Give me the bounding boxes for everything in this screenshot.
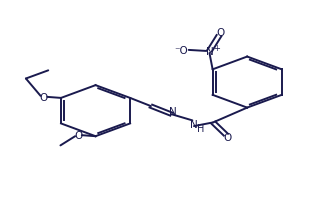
Text: N: N <box>190 120 198 130</box>
Text: O: O <box>39 92 48 102</box>
Text: N: N <box>169 106 177 116</box>
Text: N: N <box>205 47 213 57</box>
Text: +: + <box>213 43 220 53</box>
Text: O: O <box>74 131 82 140</box>
Text: H: H <box>197 124 204 133</box>
Text: ⁻O: ⁻O <box>175 46 188 56</box>
Text: O: O <box>216 28 225 38</box>
Text: O: O <box>223 132 232 142</box>
